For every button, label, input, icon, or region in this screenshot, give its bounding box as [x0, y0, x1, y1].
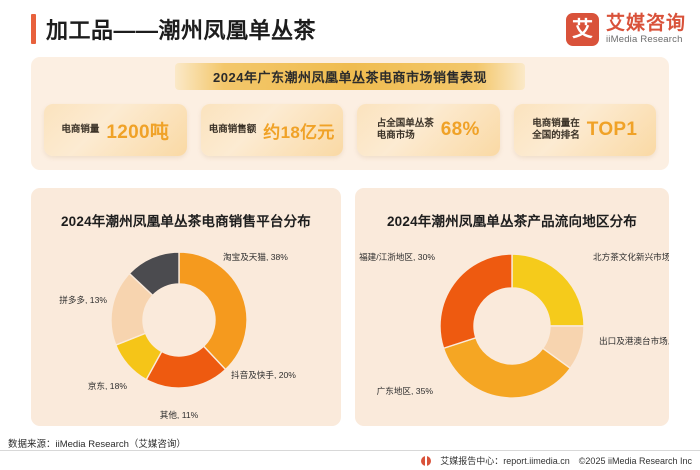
slice-label: 淘宝及天猫, 38% [223, 251, 288, 262]
logo-name-en: iiMedia Research [605, 33, 683, 45]
slice-label: 京东, 18% [88, 380, 128, 391]
donut-slice [128, 251, 180, 297]
stat-card-market-share: 占全国单丛茶 电商市场 68% [357, 104, 500, 156]
chart-panel-region-distribution: 2024年潮州凤凰单丛茶产品流向地区分布 北方茶文化新兴市场, 25% 出口及港澳… [355, 188, 669, 426]
title-accent-bar [31, 14, 36, 44]
logo-mark-icon: 艾 [565, 13, 599, 46]
page-title: 加工品——潮州凤凰单丛茶 [46, 18, 317, 43]
stat-label: 电商销量 [61, 124, 100, 136]
stat-card-national-rank: 电商销量在 全国的排名 TOP1 [513, 104, 656, 156]
stat-card-row: 电商销量 1200吨 电商销售额 约18亿元 占全国单丛茶 电商市场 68% 电… [44, 104, 656, 156]
panel-banner: 2024年广东潮州凤凰单丛茶电商市场销售表现 [175, 63, 525, 90]
slice-label: 北方茶文化新兴市场, 25% [593, 251, 669, 262]
banner-title: 2024年广东潮州凤凰单丛茶电商市场销售表现 [213, 70, 487, 85]
donut-chart-region: 北方茶文化新兴市场, 25% 出口及港澳台市场, 10% 广东地区, 35% 福建/江… [359, 251, 669, 399]
donut-slice [178, 251, 248, 371]
logo-text: 艾媒咨询 iiMedia Research [605, 12, 686, 46]
stat-card-sales-volume: 电商销量 1200吨 [44, 104, 187, 156]
slice-label: 其他, 11% [160, 409, 199, 420]
chart-title: 2024年潮州凤凰单丛茶电商销售平台分布 [60, 214, 312, 229]
donut-slice [511, 253, 585, 327]
chart-panel-platform-distribution: 2024年潮州凤凰单丛茶电商销售平台分布 淘宝及天猫, 38% 抖音及快手, 20… [31, 188, 341, 426]
page-header: 加工品——潮州凤凰单丛茶 艾 艾媒咨询 iiMedia Research [0, 0, 700, 58]
footer-bar: 艾媒报告中心：report.iimedia.cn ©2025 iiMedia R… [0, 450, 700, 470]
slice-label: 拼多多, 13% [59, 294, 107, 305]
chart-title: 2024年潮州凤凰单丛茶产品流向地区分布 [386, 214, 638, 229]
slice-label: 福建/江浙地区, 30% [359, 251, 435, 262]
logo-name-cn: 艾媒咨询 [605, 12, 686, 34]
stat-card-sales-amount: 电商销售额 约18亿元 [200, 104, 343, 156]
brand-logo: 艾 艾媒咨询 iiMedia Research [565, 12, 686, 46]
donut-chart-platform: 淘宝及天猫, 38% 抖音及快手, 20% 其他, 11% 京东, 18% 拼多多, 1… [59, 251, 296, 420]
stat-label: 电商销售额 [208, 124, 257, 136]
stat-value: 68% [440, 119, 480, 140]
donut-slice [439, 253, 513, 350]
copyright-text: ©2025 iiMedia Research Inc [578, 455, 692, 466]
market-performance-panel: 2024年广东潮州凤凰单丛茶电商市场销售表现 电商销量 1200吨 电商销售额 … [31, 57, 669, 170]
stat-label: 占全国单丛茶 电商市场 [376, 118, 434, 141]
stat-label: 电商销量在 全国的排名 [532, 118, 580, 141]
stat-value: 约18亿元 [263, 122, 335, 142]
stat-value: 1200吨 [106, 121, 170, 143]
globe-icon [421, 455, 432, 466]
donut-slice [442, 336, 572, 399]
data-source-note: 数据来源：iiMedia Research（艾媒咨询） [8, 439, 186, 450]
slice-label: 出口及港澳台市场, 10% [599, 335, 669, 346]
stat-value: TOP1 [586, 119, 638, 140]
slice-label: 抖音及快手, 20% [231, 369, 296, 380]
report-center-link[interactable]: 艾媒报告中心：report.iimedia.cn [440, 456, 570, 466]
slice-label: 广东地区, 35% [377, 385, 434, 396]
